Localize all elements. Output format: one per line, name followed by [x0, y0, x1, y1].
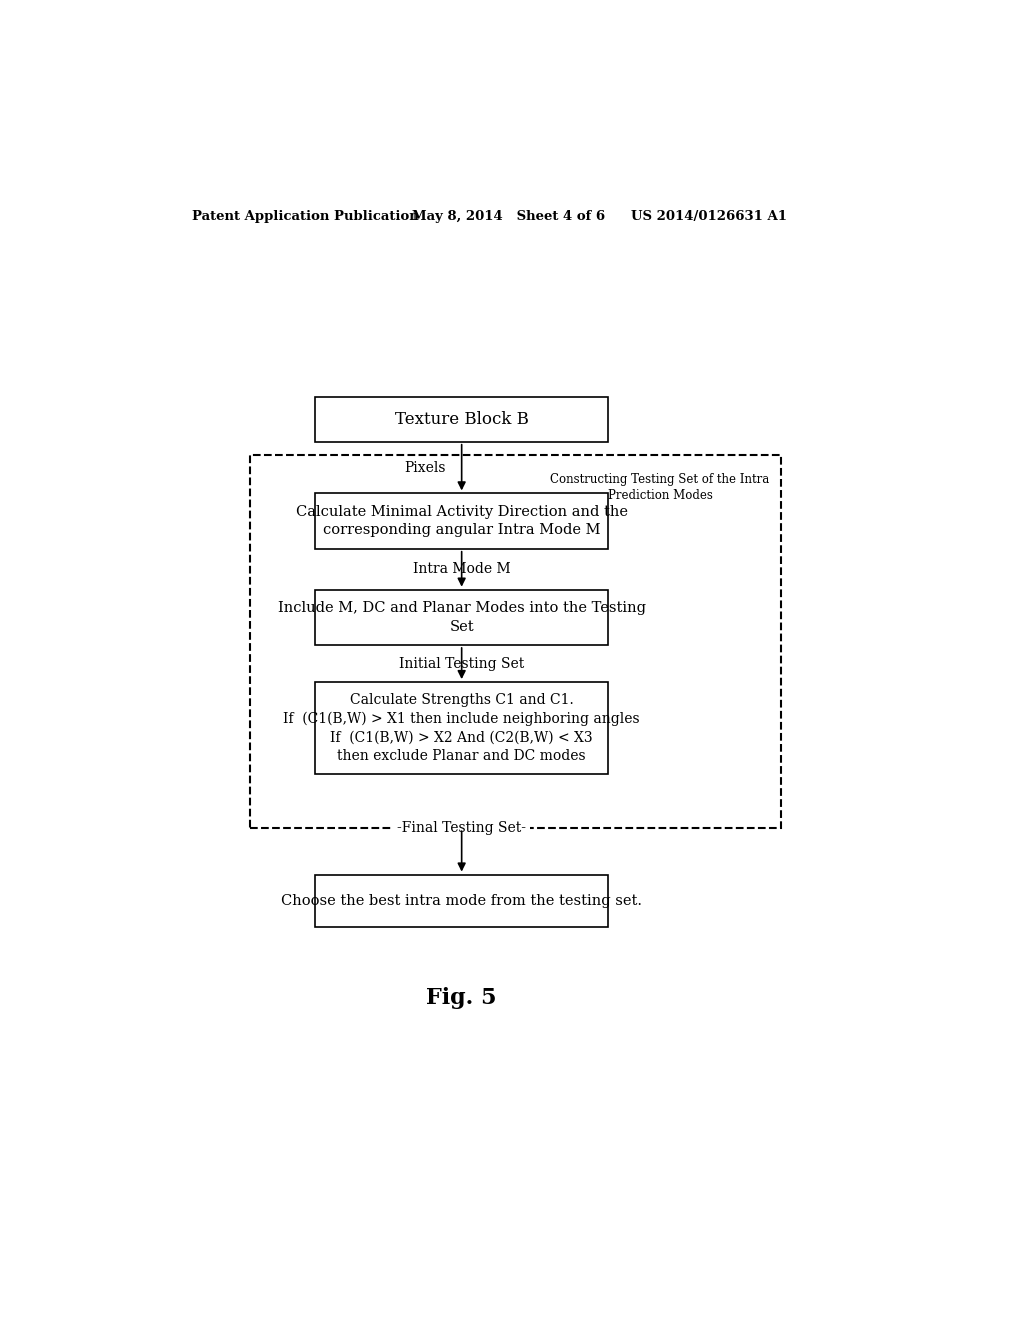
Text: Initial Testing Set: Initial Testing Set	[399, 656, 524, 671]
Text: Pixels: Pixels	[404, 461, 446, 475]
Bar	[250, 455, 781, 829]
Text: -Final Testing Set-: -Final Testing Set-	[397, 821, 526, 836]
Text: US 2014/0126631 A1: US 2014/0126631 A1	[631, 210, 787, 223]
Text: Calculate Strengths C1 and C1.
If  (C1(B,W) > X1 then include neighboring angles: Calculate Strengths C1 and C1. If (C1(B,…	[284, 693, 640, 763]
Bar	[315, 590, 608, 645]
Text: Intra Mode M: Intra Mode M	[413, 562, 511, 577]
Text: Patent Application Publication: Patent Application Publication	[193, 210, 419, 223]
Text: Constructing Testing Set of the Intra
Prediction Modes: Constructing Testing Set of the Intra Pr…	[551, 473, 770, 502]
Text: Choose the best intra mode from the testing set.: Choose the best intra mode from the test…	[282, 894, 642, 908]
Bar	[315, 874, 608, 927]
Text: May 8, 2014   Sheet 4 of 6: May 8, 2014 Sheet 4 of 6	[412, 210, 605, 223]
Text: Texture Block B: Texture Block B	[394, 411, 528, 428]
Bar	[315, 494, 608, 549]
Bar	[315, 682, 608, 775]
Text: Calculate Minimal Activity Direction and the
corresponding angular Intra Mode M: Calculate Minimal Activity Direction and…	[296, 504, 628, 537]
Text: Include M, DC and Planar Modes into the Testing
Set: Include M, DC and Planar Modes into the …	[278, 601, 646, 634]
Bar	[315, 397, 608, 442]
Text: Fig. 5: Fig. 5	[426, 987, 497, 1008]
